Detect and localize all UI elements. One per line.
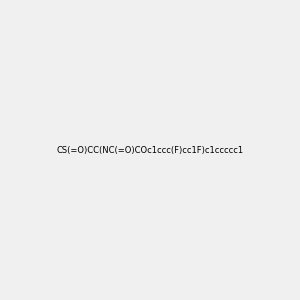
Text: CS(=O)CC(NC(=O)COc1ccc(F)cc1F)c1ccccc1: CS(=O)CC(NC(=O)COc1ccc(F)cc1F)c1ccccc1: [56, 146, 244, 154]
